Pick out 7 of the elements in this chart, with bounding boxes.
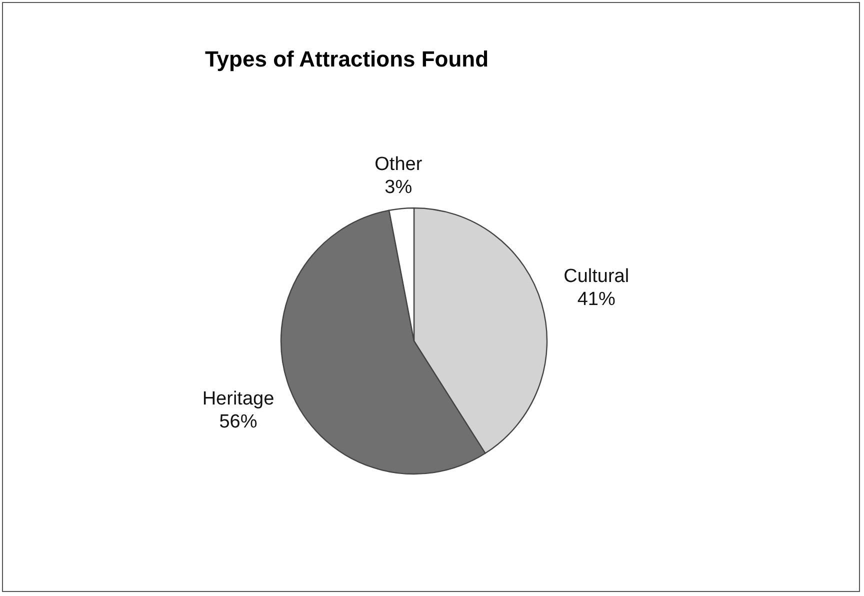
slice-label: Heritage (202, 388, 274, 410)
data-label: 41% (577, 289, 616, 310)
slice-label: Cultural (564, 266, 630, 288)
chart-title: Types of Attractions Found (205, 46, 489, 72)
data-label: 3% (384, 177, 412, 198)
slice-label: Other (374, 154, 423, 176)
data-label: 56% (219, 412, 258, 433)
